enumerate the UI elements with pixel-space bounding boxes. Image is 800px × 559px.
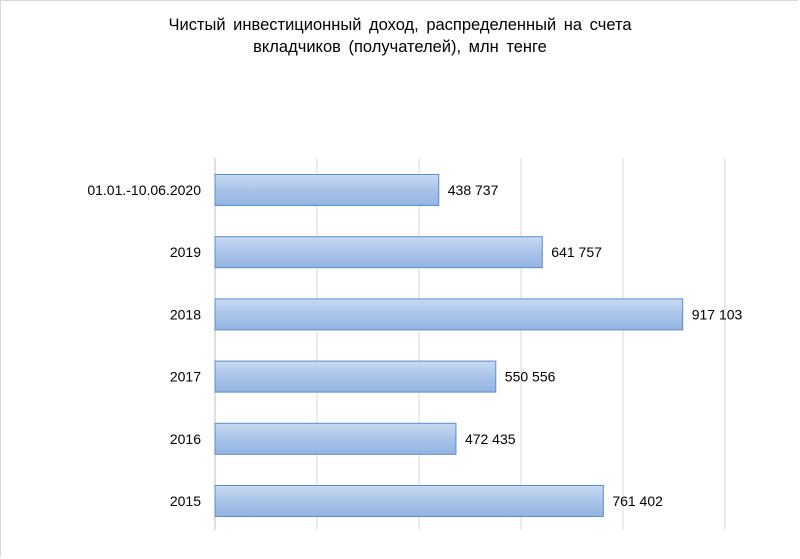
- category-label: 2018: [170, 306, 201, 322]
- data-label: 917 103: [692, 306, 743, 322]
- category-label: 2015: [170, 493, 201, 509]
- chart-title: Чистый инвестиционный доход, распределен…: [0, 14, 800, 58]
- bar: [214, 360, 497, 393]
- category-label: 01.01.-10.06.2020: [87, 182, 201, 198]
- bar: [214, 236, 543, 269]
- chart-title-line-1: Чистый инвестиционный доход, распределен…: [168, 16, 632, 34]
- data-label: 550 556: [505, 369, 556, 385]
- category-label: 2019: [170, 244, 201, 260]
- bar: [214, 422, 457, 455]
- category-label: 2016: [170, 431, 201, 447]
- data-label: 761 402: [612, 493, 663, 509]
- bar: [214, 174, 440, 206]
- category-labels: 01.01.-10.06.2020 2019 2018 2017 2016 2015: [87, 182, 201, 509]
- data-labels: 438 737 641 757 917 103 550 556 472 435 761 4…: [448, 182, 743, 509]
- category-label: 2017: [170, 369, 201, 385]
- data-label: 438 737: [448, 182, 499, 198]
- data-label: 472 435: [465, 431, 516, 447]
- bar: [214, 298, 684, 331]
- bars: [214, 174, 684, 517]
- chart-title-line-2: вкладчиков (получателей), млн тенге: [253, 38, 547, 56]
- bar: [214, 485, 604, 517]
- grid-lines: [214, 158, 726, 530]
- data-label: 641 757: [551, 244, 602, 260]
